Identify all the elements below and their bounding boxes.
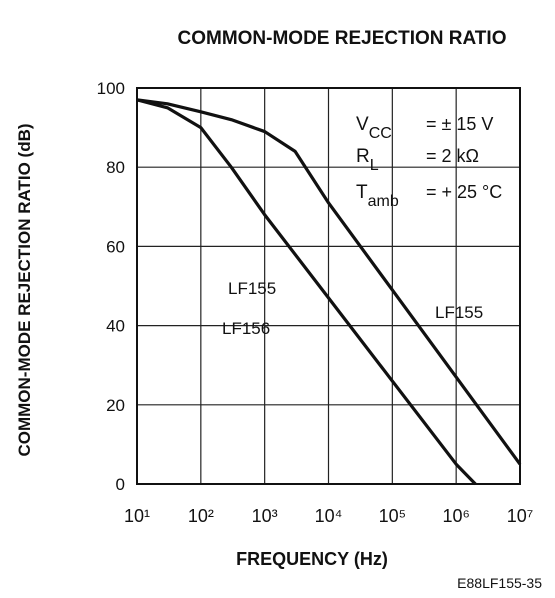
y-tick-label: 20: [106, 396, 125, 415]
condition-symbol: T: [356, 182, 368, 203]
x-tick-label: 10¹: [124, 506, 150, 526]
x-tick-label: 10³: [252, 506, 278, 526]
y-axis-label: COMMON-MODE REJECTION RATIO (dB): [15, 123, 34, 456]
x-tick-label: 10⁴: [315, 506, 343, 526]
condition-value: = 2 kΩ: [426, 146, 479, 166]
condition-subscript: CC: [369, 125, 392, 142]
x-tick-label: 10²: [188, 506, 214, 526]
y-tick-label: 60: [106, 237, 125, 256]
series-label: LF156: [222, 319, 270, 338]
line-series: [136, 98, 522, 466]
y-tick-label: 40: [106, 317, 125, 336]
line-series: [136, 98, 477, 486]
y-tick-label: 0: [116, 475, 125, 494]
x-tick-label: 10⁶: [442, 506, 469, 526]
x-tick-label: 10⁷: [507, 506, 534, 526]
plot-frame: [136, 87, 521, 485]
condition: VCC: [356, 114, 392, 142]
condition-subscript: L: [370, 157, 379, 174]
series-label: LF155: [435, 303, 483, 322]
chart-title: COMMON-MODE REJECTION RATIO: [178, 28, 507, 49]
condition: RL: [356, 146, 379, 174]
condition-symbol: V: [356, 114, 369, 135]
y-tick-label: 80: [106, 158, 125, 177]
footer: E88LF155-35: [457, 575, 542, 591]
condition-subscript: amb: [368, 193, 399, 210]
annotation: LF155: [228, 279, 276, 298]
condition-value: = + 25 °C: [426, 182, 502, 202]
x-tick-label: 10⁵: [379, 506, 406, 526]
x-axis-label: FREQUENCY (Hz): [236, 549, 388, 569]
y-tick-label: 100: [97, 79, 125, 98]
condition: Tamb: [356, 182, 399, 210]
condition-value: = ± 15 V: [426, 114, 493, 134]
condition-symbol: R: [356, 146, 370, 167]
